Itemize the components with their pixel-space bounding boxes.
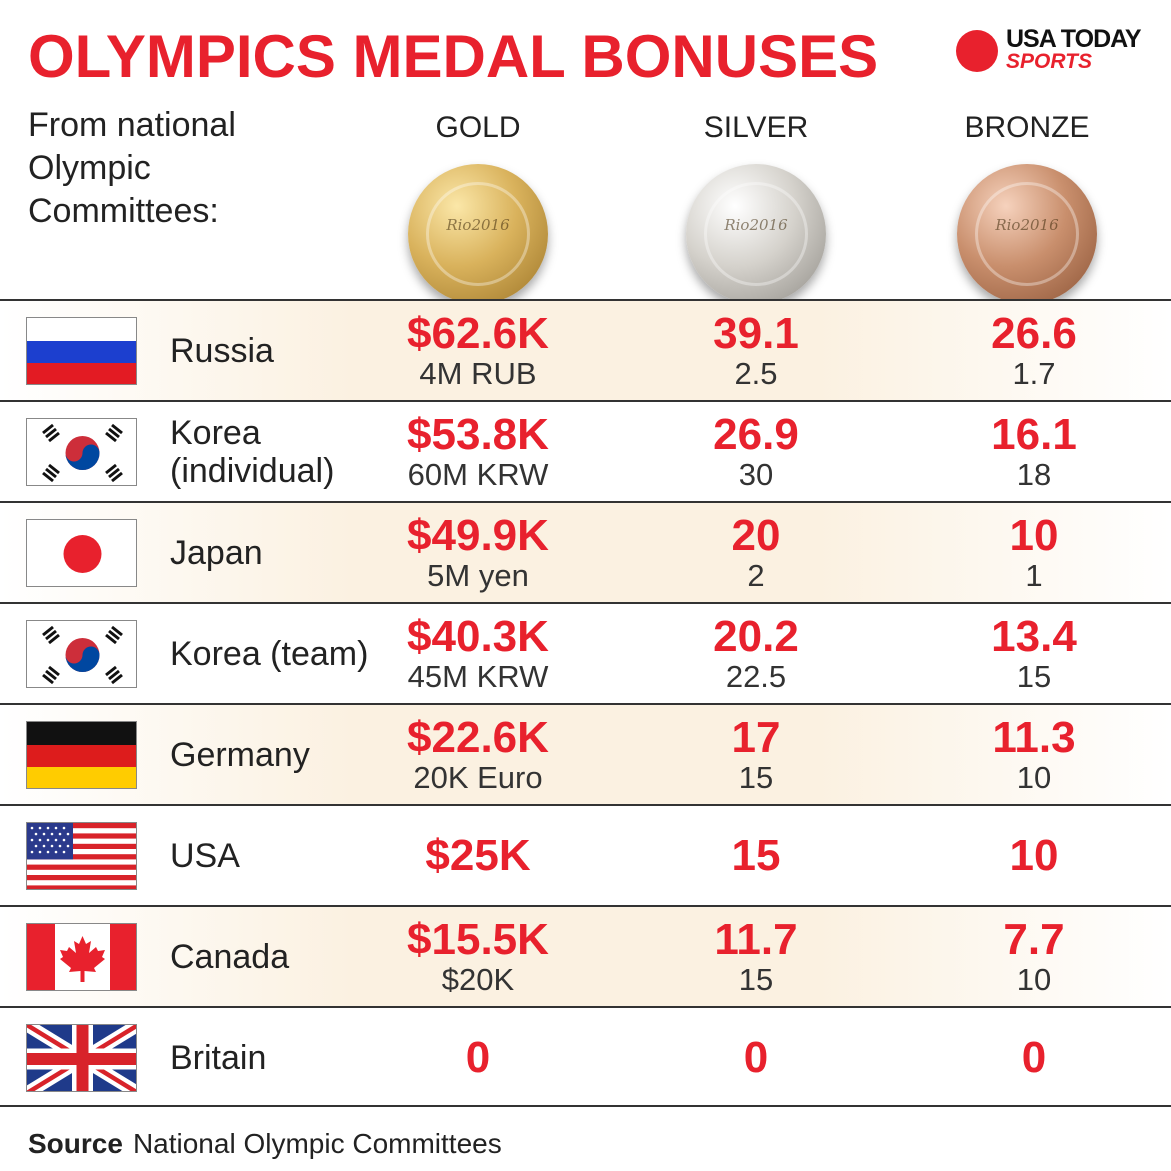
gold-cell: $40.3K 45M KRW — [407, 611, 549, 694]
gold-cell: $49.9K 5M yen — [407, 510, 549, 593]
table-row: Germany $22.6K 20K Euro 17 15 11.3 10 — [0, 703, 1171, 804]
bronze-cell: 13.4 15 — [991, 611, 1077, 694]
silver-label: SILVER — [703, 111, 809, 144]
bronze-medal-icon: Rio2016 — [957, 164, 1097, 304]
gold-cell: $22.6K 20K Euro — [407, 712, 549, 795]
country-name: Britain — [170, 1038, 267, 1077]
source-note: Source National Olympic Committees — [28, 1128, 502, 1160]
subtitle: From national Olympic Committees: — [28, 106, 236, 230]
bronze-label: BRONZE — [964, 111, 1090, 144]
silver-cell: 39.1 2.5 — [713, 308, 799, 391]
silver-cell: 20 2 — [731, 510, 781, 593]
silver-cell: 0 — [743, 1032, 769, 1082]
page-title: OLYMPICS MEDAL BONUSES — [28, 23, 879, 90]
gold-medal-icon: Rio2016 — [408, 164, 548, 304]
bronze-cell: 11.3 10 — [992, 712, 1076, 795]
table-row: Korea (team) $40.3K 45M KRW 20.2 22.5 13.4… — [0, 602, 1171, 703]
country-name: Russia — [170, 331, 274, 370]
gold-medal-column: GOLD Rio2016 — [378, 110, 578, 304]
gold-cell: $15.5K $20K — [407, 914, 549, 997]
country-name: USA — [170, 836, 240, 875]
usa-flag-icon — [26, 822, 137, 890]
gold-cell: $53.8K 60M KRW — [407, 409, 549, 492]
bonus-table: Russia $62.6K 4M RUB 39.1 2.5 26.6 1.7 Kore… — [0, 299, 1171, 1107]
bronze-cell: 10 1 — [1009, 510, 1059, 593]
table-row: Russia $62.6K 4M RUB 39.1 2.5 26.6 1.7 — [0, 299, 1171, 400]
bronze-medal-column: BRONZE Rio2016 — [927, 110, 1127, 304]
japan-flag-icon — [26, 519, 137, 587]
silver-medal-icon: Rio2016 — [686, 164, 826, 304]
silver-cell: 20.2 22.5 — [713, 611, 799, 694]
silver-medal-column: SILVER Rio2016 — [656, 110, 856, 304]
usa-today-sports-logo: USA TODAY SPORTS — [956, 26, 1146, 76]
bronze-cell: 0 — [1021, 1032, 1047, 1082]
source-text: National Olympic Committees — [132, 1128, 502, 1159]
gold-cell: $62.6K 4M RUB — [407, 308, 549, 391]
logo-bottom-text: SPORTS — [1006, 50, 1092, 73]
table-row: Japan $49.9K 5M yen 20 2 10 1 — [0, 501, 1171, 602]
bronze-cell: 10 — [1009, 830, 1059, 880]
korea-flag-icon — [26, 418, 137, 486]
korea-flag-icon — [26, 620, 137, 688]
russia-flag-icon — [26, 317, 137, 385]
country-name: Korea (individual) — [170, 413, 335, 490]
table-row: Canada $15.5K $20K 11.7 15 7.7 10 — [0, 905, 1171, 1006]
country-name: Korea (team) — [170, 634, 369, 673]
country-name: Japan — [170, 533, 263, 572]
gold-label: GOLD — [435, 111, 521, 144]
source-label: Source — [28, 1128, 123, 1159]
logo-top-text: USA TODAY — [1006, 25, 1142, 53]
bronze-cell: 16.1 18 — [991, 409, 1077, 492]
logo-dot-icon — [956, 30, 998, 72]
table-row: USA $25K 15 10 — [0, 804, 1171, 905]
germany-flag-icon — [26, 721, 137, 789]
gold-cell: 0 — [465, 1032, 491, 1082]
silver-cell: 17 15 — [731, 712, 781, 795]
bronze-cell: 7.7 10 — [1003, 914, 1065, 997]
table-row: Korea (individual) $53.8K 60M KRW 26.9 30 … — [0, 400, 1171, 501]
silver-cell: 11.7 15 — [714, 914, 798, 997]
country-name: Canada — [170, 937, 290, 976]
canada-flag-icon — [26, 923, 137, 991]
table-row: Britain 0 0 0 — [0, 1006, 1171, 1107]
silver-cell: 26.9 30 — [713, 409, 799, 492]
britain-flag-icon — [26, 1024, 137, 1092]
bronze-cell: 26.6 1.7 — [991, 308, 1077, 391]
gold-cell: $25K — [425, 830, 531, 880]
silver-cell: 15 — [731, 830, 781, 880]
country-name: Germany — [170, 735, 310, 774]
